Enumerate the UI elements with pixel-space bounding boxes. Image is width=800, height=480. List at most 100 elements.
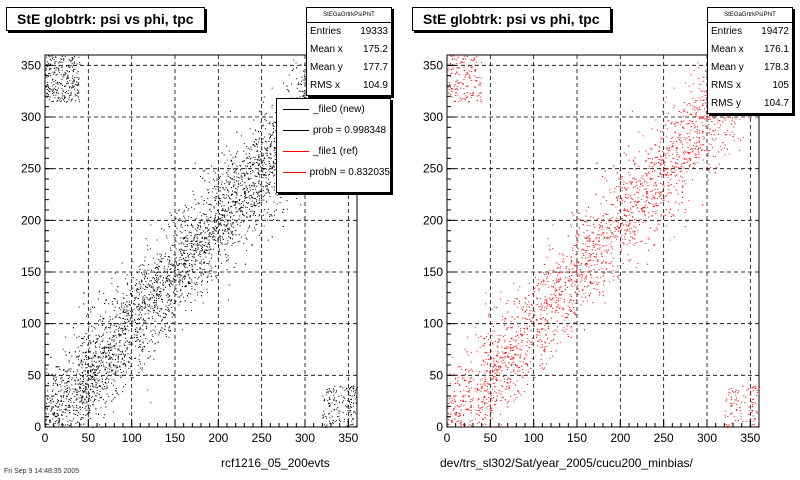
x-tick-label: 350 [338, 431, 358, 445]
scatter-point [235, 187, 237, 189]
scatter-point [327, 391, 329, 393]
scatter-point [80, 383, 82, 385]
scatter-point [88, 326, 90, 328]
scatter-point [244, 193, 245, 195]
scatter-point [221, 201, 223, 203]
scatter-point [189, 249, 191, 251]
scatter-point [84, 398, 86, 400]
scatter-point [219, 176, 221, 178]
scatter-point [169, 260, 171, 262]
scatter-point [72, 327, 74, 329]
scatter-point [159, 271, 161, 273]
scatter-point [111, 400, 113, 402]
scatter-point [150, 224, 152, 226]
scatter-point [185, 309, 187, 311]
scatter-point [45, 73, 47, 75]
scatter-point [160, 295, 162, 297]
scatter-point [263, 174, 265, 176]
scatter-point [166, 301, 168, 303]
scatter-point [198, 262, 200, 264]
scatter-point [253, 185, 255, 187]
scatter-point [114, 366, 116, 368]
scatter-point [137, 305, 139, 307]
scatter-point [249, 189, 251, 191]
scatter-point [114, 298, 116, 300]
scatter-point [211, 191, 213, 193]
scatter-point [113, 373, 115, 375]
scatter-point [204, 249, 206, 251]
scatter-point [201, 232, 203, 234]
scatter-point [68, 65, 70, 67]
scatter-point [147, 299, 149, 301]
scatter-point [206, 202, 208, 204]
scatter-point [136, 272, 138, 274]
scatter-point [222, 209, 224, 211]
scatter-point [217, 257, 219, 259]
scatter-point [259, 151, 261, 153]
scatter-point [156, 297, 157, 299]
scatter-point [152, 287, 154, 289]
scatter-point [100, 335, 102, 337]
scatter-point [130, 337, 131, 339]
scatter-point [153, 311, 155, 313]
scatter-point [240, 169, 241, 171]
scatter-point [270, 143, 272, 145]
scatter-point [144, 260, 146, 262]
scatter-point [253, 201, 255, 203]
scatter-point [158, 314, 160, 316]
scatter-point [255, 188, 257, 190]
scatter-point [113, 345, 115, 347]
scatter-point [173, 277, 175, 279]
scatter-point [261, 200, 263, 201]
scatter-point [92, 369, 93, 371]
scatter-point [180, 243, 182, 245]
scatter-point [351, 413, 353, 415]
scatter-point [176, 212, 178, 214]
scatter-point [119, 317, 121, 319]
scatter-point [221, 181, 223, 183]
scatter-point [170, 250, 172, 251]
scatter-point [94, 306, 95, 308]
scatter-point [179, 271, 181, 273]
scatter-point [50, 67, 52, 69]
scatter-point [124, 329, 126, 331]
scatter-point [68, 405, 70, 406]
scatter-point [247, 230, 249, 232]
scatter-point [265, 148, 266, 150]
scatter-point [152, 308, 154, 310]
scatter-point [155, 326, 156, 328]
scatter-point [93, 368, 95, 370]
scatter-point [202, 252, 204, 254]
scatter-point [209, 203, 211, 205]
scatter-point [100, 351, 102, 353]
scatter-point [182, 282, 184, 284]
scatter-point [199, 256, 201, 257]
scatter-point [272, 125, 274, 127]
scatter-point [191, 243, 193, 244]
scatter-point [244, 200, 246, 202]
scatter-point [167, 265, 169, 267]
scatter-point [111, 339, 113, 341]
scatter-point [56, 366, 58, 368]
scatter-point [150, 291, 152, 293]
scatter-point [149, 280, 151, 282]
scatter-point [222, 186, 224, 188]
scatter-point [239, 215, 241, 217]
scatter-point [256, 146, 258, 148]
scatter-point [194, 199, 196, 201]
scatter-point [76, 355, 78, 357]
scatter-point [205, 213, 207, 215]
scatter-point [122, 364, 124, 365]
scatter-point [250, 210, 252, 212]
scatter-point [236, 189, 238, 191]
scatter-point [269, 157, 270, 159]
scatter-point [266, 201, 267, 203]
scatter-point [47, 61, 48, 63]
scatter-point [58, 87, 60, 89]
scatter-point [142, 297, 144, 299]
scatter-point [178, 209, 180, 211]
scatter-point [261, 171, 263, 173]
scatter-point [274, 141, 275, 143]
scatter-point [115, 316, 117, 318]
scatter-point [217, 227, 219, 229]
